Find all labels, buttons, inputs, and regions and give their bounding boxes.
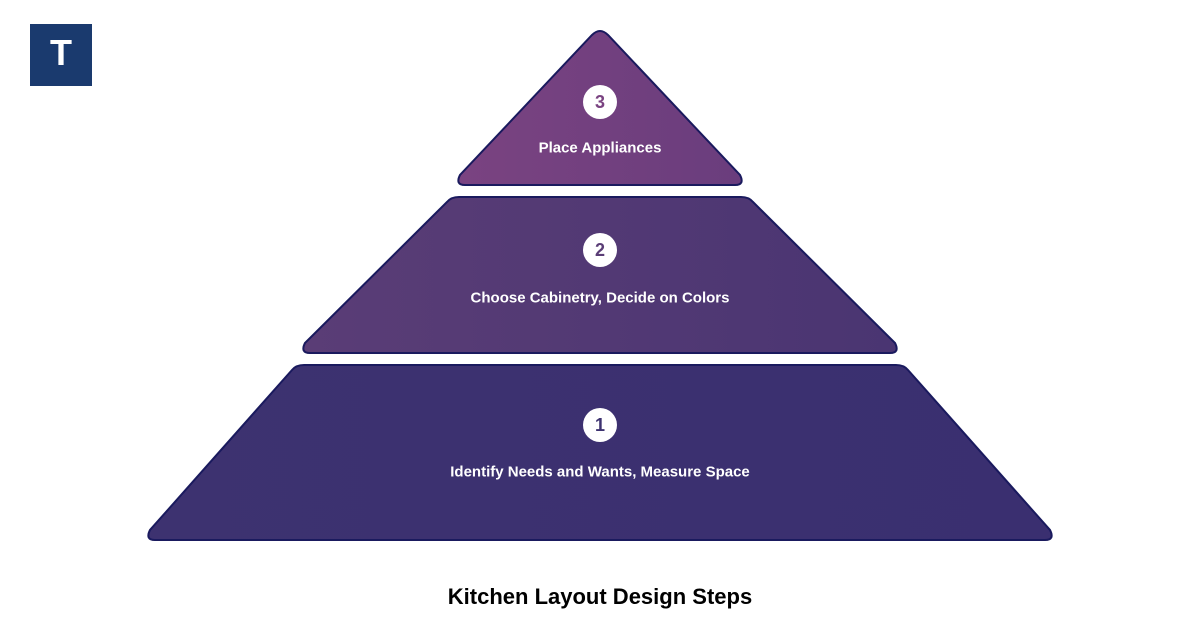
- layer-2-label: Choose Cabinetry, Decide on Colors: [471, 290, 730, 307]
- pyramid-layer-2: [303, 197, 896, 353]
- layer-3-number: 3: [595, 92, 605, 112]
- layer-1-label: Identify Needs and Wants, Measure Space: [450, 464, 750, 481]
- layer-1-number: 1: [595, 415, 605, 435]
- pyramid-layer-1: [148, 365, 1051, 540]
- pyramid-diagram: 1 Identify Needs and Wants, Measure Spac…: [100, 20, 1100, 550]
- layer-3-label: Place Appliances: [539, 140, 662, 157]
- logo-letter: T: [50, 32, 72, 74]
- logo-badge: T: [30, 24, 92, 86]
- diagram-title: Kitchen Layout Design Steps: [0, 584, 1200, 610]
- layer-2-number: 2: [595, 240, 605, 260]
- pyramid-svg: 1 Identify Needs and Wants, Measure Spac…: [100, 20, 1100, 550]
